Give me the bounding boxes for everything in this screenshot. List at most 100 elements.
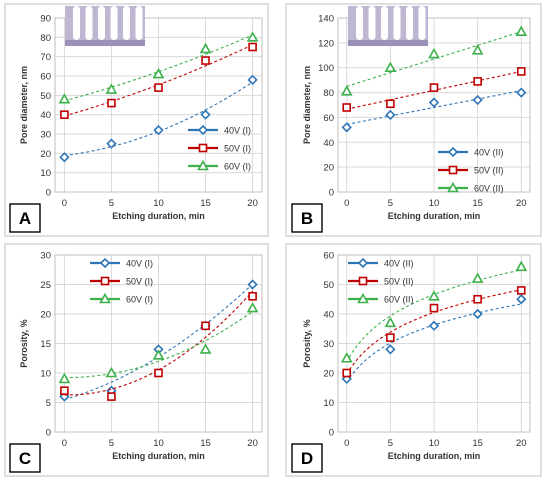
data-point-square bbox=[248, 291, 257, 301]
data-point-triangle bbox=[152, 349, 165, 360]
data-point-triangle bbox=[246, 31, 259, 42]
chart-panel-d: 0 10 20 30 40 50 60 0 5 10 15 20 Etching duration, m… bbox=[285, 243, 542, 477]
data-point-triangle bbox=[471, 44, 484, 55]
y-tick-label: 60 bbox=[323, 113, 334, 124]
legend-marker bbox=[197, 159, 209, 171]
y-tick-label: 10 bbox=[40, 168, 51, 179]
data-point-diamond bbox=[428, 97, 440, 108]
legend-marker bbox=[197, 124, 209, 136]
data-point-diamond bbox=[428, 320, 440, 331]
data-point-square bbox=[201, 321, 210, 331]
data-point-triangle bbox=[58, 372, 71, 384]
x-tick-label: 20 bbox=[516, 438, 527, 449]
y-tick-label: 120 bbox=[318, 38, 334, 49]
y-tick-label: 100 bbox=[318, 63, 334, 74]
y-tick-label: 0 bbox=[46, 188, 51, 199]
x-tick-label: 20 bbox=[247, 198, 258, 209]
x-tick-label: 0 bbox=[62, 438, 67, 449]
pore-channel bbox=[135, 6, 143, 40]
data-point-square bbox=[107, 98, 116, 108]
x-tick-label: 5 bbox=[388, 438, 393, 449]
x-tick-label: 10 bbox=[153, 438, 164, 449]
y-tick-label: 10 bbox=[40, 369, 51, 380]
data-point-square bbox=[107, 392, 116, 401]
panel-label: D bbox=[291, 443, 323, 473]
y-tick-label: 40 bbox=[40, 110, 51, 121]
data-point-square bbox=[386, 333, 395, 342]
data-point-square bbox=[342, 368, 352, 378]
data-point-triangle bbox=[105, 83, 118, 94]
legend-marker bbox=[99, 257, 111, 269]
x-axis-title: Etching duration, min bbox=[112, 211, 205, 221]
pore-channel bbox=[393, 6, 401, 40]
x-tick-label: 5 bbox=[109, 438, 114, 449]
data-point-triangle bbox=[384, 316, 397, 328]
legend-marker bbox=[357, 292, 369, 304]
y-tick-label: 10 bbox=[323, 398, 334, 409]
legend-label: 40V (I) bbox=[126, 259, 153, 269]
y-tick-label: 0 bbox=[46, 428, 51, 439]
panel-frame bbox=[285, 243, 542, 477]
legend-entry: 50V (I) bbox=[90, 277, 153, 287]
y-tick-label: 30 bbox=[40, 130, 51, 141]
panel-label: A bbox=[9, 203, 41, 233]
legend-label: 40V (II) bbox=[384, 259, 414, 269]
legend-label: 50V (I) bbox=[224, 144, 251, 154]
trendline-50v-i- bbox=[64, 290, 254, 396]
legend-label: 50V (I) bbox=[126, 277, 153, 287]
legend-label: 50V (II) bbox=[474, 166, 504, 176]
chart-panel-a: 0 10 20 30 40 50 60 70 80 90 0 5 10 15 20 Etching durat… bbox=[4, 3, 269, 237]
x-tick-label: 0 bbox=[62, 198, 67, 209]
x-tick-label: 15 bbox=[200, 198, 211, 209]
y-axis-title: Porosity, % bbox=[19, 319, 29, 367]
legend-label: 40V (II) bbox=[474, 148, 504, 158]
trendline-60v-i- bbox=[64, 34, 253, 102]
legend-label: 60V (II) bbox=[384, 295, 414, 305]
panel-letter: B bbox=[301, 209, 313, 228]
legend-entry: 40V (II) bbox=[438, 146, 504, 158]
y-tick-label: 20 bbox=[40, 310, 51, 321]
legend-marker bbox=[448, 165, 458, 175]
x-tick-label: 15 bbox=[472, 198, 483, 209]
y-tick-label: 60 bbox=[40, 72, 51, 83]
y-tick-label: 15 bbox=[40, 339, 51, 350]
panel-frame bbox=[4, 243, 269, 477]
data-point-triangle bbox=[515, 260, 528, 272]
data-point-diamond bbox=[516, 87, 527, 98]
data-point-square bbox=[154, 83, 163, 92]
y-tick-label: 40 bbox=[323, 138, 334, 149]
y-tick-label: 20 bbox=[323, 163, 334, 174]
plot-area-border bbox=[337, 254, 531, 433]
data-point-square bbox=[248, 42, 257, 52]
y-tick-label: 20 bbox=[40, 149, 51, 160]
pore-channel bbox=[406, 6, 413, 40]
x-tick-label: 0 bbox=[344, 438, 349, 449]
trendline-50v-ii- bbox=[346, 289, 522, 375]
legend-entry: 40V (I) bbox=[188, 124, 251, 136]
pore-channel bbox=[110, 6, 118, 40]
y-tick-label: 30 bbox=[40, 251, 51, 262]
x-tick-label: 10 bbox=[429, 438, 440, 449]
y-axis-title: Porosity, % bbox=[302, 319, 312, 367]
data-point-diamond bbox=[106, 138, 117, 149]
x-axis-title: Etching duration, min bbox=[388, 211, 481, 221]
data-point-square bbox=[516, 67, 526, 76]
data-point-square bbox=[473, 77, 482, 86]
data-point-square bbox=[516, 286, 526, 295]
data-point-square bbox=[60, 110, 69, 119]
y-tick-label: 0 bbox=[329, 188, 334, 199]
y-tick-label: 0 bbox=[329, 428, 334, 439]
chart-panel-b: 0 20 40 60 80 100 120 140 0 5 10 15 20 Etching durati… bbox=[285, 3, 542, 237]
legend-label: 50V (II) bbox=[384, 277, 414, 287]
y-tick-label: 60 bbox=[323, 251, 334, 262]
data-point-diamond bbox=[59, 152, 70, 163]
panel-label-box bbox=[9, 203, 41, 233]
data-point-square bbox=[201, 56, 210, 65]
panel-label-box bbox=[291, 203, 323, 233]
y-tick-label: 5 bbox=[46, 398, 51, 409]
panel-letter: C bbox=[19, 449, 31, 468]
y-tick-label: 80 bbox=[40, 33, 51, 44]
legend-entry: 50V (II) bbox=[348, 277, 414, 287]
data-point-diamond bbox=[200, 109, 211, 120]
